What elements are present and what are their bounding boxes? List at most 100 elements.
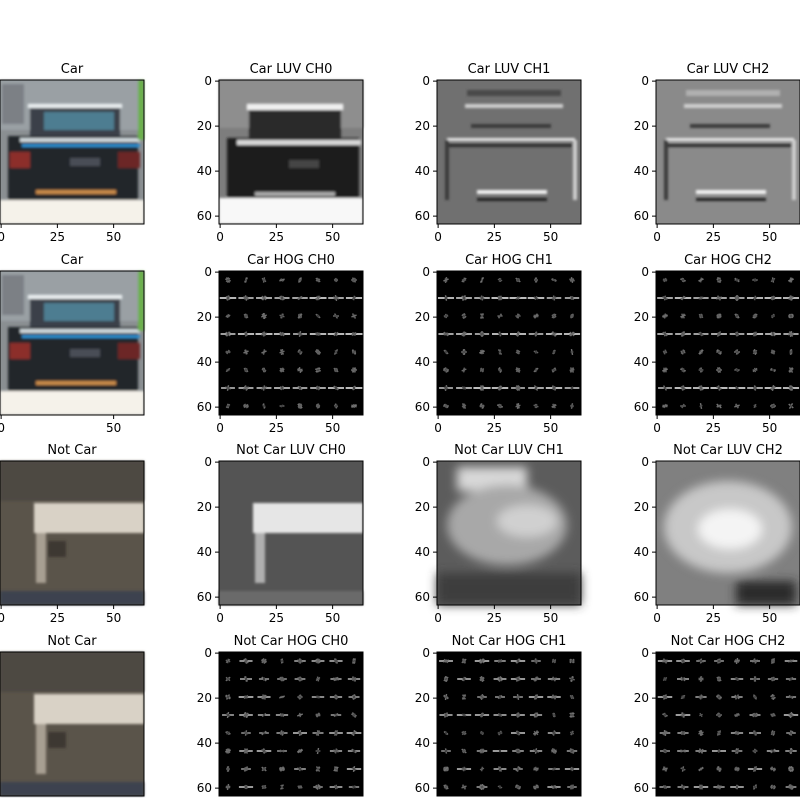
ytick-label: 0 [641,646,649,660]
xtick-label: 0 [0,230,5,244]
xtick-label: 50 [543,421,558,435]
panel-r0c1: Car LUV CH0 0 20 40 60 0 25 50 [197,62,364,244]
axes-frame [0,79,145,225]
xtick-label: 0 [434,421,442,435]
axes-frame [436,270,582,416]
ytick-label: 20 [634,691,649,705]
xtick-label: 0 [216,611,224,625]
axes-frame [436,651,582,797]
xtick-label: 50 [106,230,121,244]
ytick-label: 0 [422,74,430,88]
xtick-label: 25 [487,230,502,244]
ytick-label: 60 [634,209,649,223]
xtick-label: 25 [50,611,65,625]
ytick-label: 0 [641,455,649,469]
ytick-label: 60 [634,400,649,414]
ytick-label: 60 [197,781,212,795]
xtick-label: 25 [487,611,502,625]
ytick-label: 40 [415,736,430,750]
xtick-label: 50 [762,611,777,625]
panel-r3c1: Not Car HOG CH0 0 20 40 60 [197,634,364,797]
panel-title: Car [61,253,84,268]
panel-image [656,652,800,796]
xtick-label: 0 [216,230,224,244]
panel-title: Car HOG CH0 [247,253,335,268]
panel-r1c0: Car 0 50 [0,253,145,435]
panel-r2c2: Not Car LUV CH1 0 20 40 60 0 25 50 [415,443,582,625]
xtick-label: 0 [653,230,661,244]
panel-title: Car HOG CH1 [465,253,553,268]
xtick-label: 50 [325,230,340,244]
panel-title: Not Car [47,443,97,458]
ytick-label: 40 [634,355,649,369]
ytick-label: 20 [415,119,430,133]
ytick-label: 40 [415,164,430,178]
ytick-label: 20 [634,500,649,514]
panel-r3c0: Not Car [0,634,145,797]
axes-frame [436,79,582,225]
ytick-label: 20 [197,500,212,514]
panel-r2c0: Not Car 0 25 50 [0,443,145,625]
panel-image [0,652,144,796]
ytick-label: 20 [634,119,649,133]
xtick-label: 25 [706,230,721,244]
panel-image [219,461,363,605]
ytick-label: 60 [197,400,212,414]
xtick-label: 50 [325,421,340,435]
panel-r0c2: Car LUV CH1 0 20 40 60 0 25 50 [415,62,582,244]
xtick-label: 0 [434,230,442,244]
panel-title: Car LUV CH0 [250,62,333,77]
panel-r2c3: Not Car LUV CH2 0 20 40 60 0 25 50 [634,443,800,625]
ytick-label: 0 [204,646,212,660]
ytick-label: 20 [415,691,430,705]
panel-image [219,652,363,796]
ytick-label: 60 [415,209,430,223]
ytick-label: 60 [634,781,649,795]
panel-r3c3: Not Car HOG CH2 0 20 40 60 [634,634,800,797]
panel-r0c0: Car 0 25 50 [0,62,145,244]
xtick-label: 0 [653,421,661,435]
xtick-label: 25 [487,421,502,435]
axes-frame [655,651,800,797]
ytick-label: 40 [634,164,649,178]
panel-image [0,80,144,224]
ytick-label: 40 [415,355,430,369]
ytick-label: 0 [422,455,430,469]
panel-r0c3: Car LUV CH2 0 20 40 60 0 25 50 [634,62,800,244]
axes-frame [0,460,145,606]
panel-title: Not Car [47,634,97,649]
ytick-label: 0 [422,265,430,279]
ytick-label: 20 [197,119,212,133]
ytick-label: 20 [634,310,649,324]
panel-image [656,80,800,224]
panel-r2c1: Not Car LUV CH0 0 20 40 60 0 25 50 [197,443,364,625]
ytick-label: 40 [197,736,212,750]
panel-title: Car HOG CH2 [684,253,772,268]
panel-title: Not Car LUV CH1 [454,443,564,458]
xtick-label: 25 [706,611,721,625]
xtick-label: 25 [50,230,65,244]
ytick-label: 0 [641,74,649,88]
panel-image [0,461,144,605]
axes-frame [0,270,145,416]
xtick-label: 50 [762,230,777,244]
xtick-label: 50 [543,230,558,244]
xtick-label: 0 [0,611,5,625]
ytick-label: 60 [415,781,430,795]
ytick-label: 60 [415,400,430,414]
panel-title: Car LUV CH1 [468,62,551,77]
axes-frame [655,270,800,416]
axes-frame [436,460,582,606]
panel-title: Not Car LUV CH0 [236,443,346,458]
xtick-label: 0 [434,611,442,625]
axes-frame [0,651,145,797]
ytick-label: 40 [634,545,649,559]
ytick-label: 0 [204,455,212,469]
ytick-label: 0 [204,74,212,88]
panel-title: Not Car HOG CH2 [671,634,786,649]
panel-title: Car [61,62,84,77]
panel-image [656,271,800,415]
panel-image [219,80,363,224]
panel-r1c2: Car HOG CH1 0 20 40 60 0 25 50 [415,253,582,435]
